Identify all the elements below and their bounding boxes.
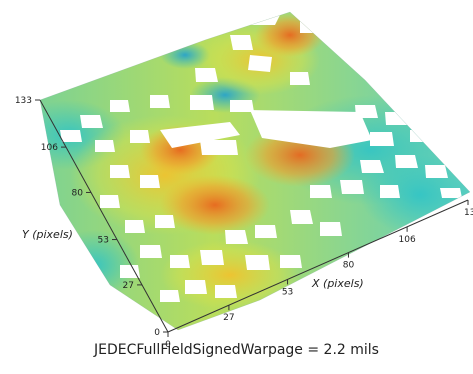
y-tick-label: 53	[98, 236, 109, 246]
y-tick-label: 27	[123, 281, 134, 291]
x-tick-label: 27	[223, 313, 234, 323]
y-axis-label: Y (pixels)	[22, 228, 73, 241]
y-tick-label: 106	[41, 143, 58, 153]
warpage-caption: JEDECFullFieldSignedWarpage = 2.2 mils	[94, 342, 379, 358]
x-tick-label: 53	[282, 287, 293, 297]
x-tick-label: 106	[399, 235, 416, 245]
x-tick-label: 80	[343, 261, 355, 271]
x-axis-line	[167, 199, 469, 333]
x-tick-label: 0	[165, 340, 171, 350]
y-axis-line	[39, 99, 169, 333]
axes	[39, 99, 469, 333]
surface-outline	[39, 11, 471, 331]
y-tick-label: 133	[15, 96, 32, 106]
x-ticks: 0 27 53 80 106 13	[165, 200, 473, 350]
x-axis-label: X (pixels)	[311, 277, 364, 290]
x-tick-label: 13	[464, 208, 473, 218]
y-tick-label: 0	[154, 328, 160, 338]
y-ticks: 0 27 53 80 106 133	[15, 96, 168, 338]
y-tick-label: 80	[72, 188, 84, 198]
